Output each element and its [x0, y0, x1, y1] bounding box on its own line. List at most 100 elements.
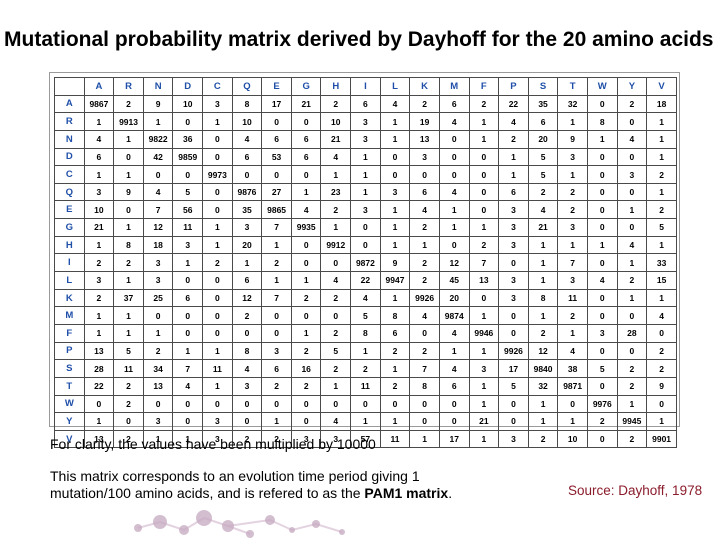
row-header-M: M [54, 306, 85, 325]
matrix-cell: 0 [202, 323, 233, 343]
matrix-cell: 20 [231, 235, 263, 255]
matrix-cell: 1 [527, 253, 559, 273]
matrix-row-M: M 1 1 0 0 0 2 0 0 0 5 8 4 9874 1 0 1 2 0 0 4 [54, 306, 677, 325]
matrix-cell: 9926 [409, 288, 440, 308]
matrix-cell: 6 [438, 94, 470, 114]
matrix-cell: 18 [646, 94, 677, 114]
row-header-C: C [54, 165, 85, 184]
matrix-cell: 1 [142, 429, 174, 449]
matrix-cell: 0 [142, 165, 174, 184]
matrix-cell: 0 [616, 182, 648, 202]
row-header-H: H [54, 235, 85, 255]
matrix-cell: 6 [231, 271, 263, 290]
matrix-cell: 22 [498, 94, 529, 114]
matrix-cell: 4 [320, 271, 352, 290]
matrix-cell: 3 [172, 235, 204, 255]
row-header-R: R [54, 112, 85, 131]
source-citation: Source: Dayhoff, 1978 [568, 483, 703, 498]
matrix-cell: 0 [290, 165, 322, 184]
matrix-cell: 0 [586, 376, 618, 396]
matrix-cell: 13 [83, 341, 115, 361]
matrix-cell: 1 [350, 147, 381, 167]
matrix-cell: 1 [379, 412, 411, 431]
matrix-cell: 0 [586, 147, 618, 167]
matrix-cell: 12 [142, 218, 174, 237]
matrix-row-W: W 0 2 0 0 0 0 0 0 0 0 0 0 0 1 0 1 0 9976 1 0 [54, 394, 677, 414]
matrix-cell: 0 [172, 394, 204, 414]
matrix-cell: 12 [231, 288, 263, 308]
matrix-cell: 0 [586, 341, 618, 361]
matrix-cell: 13 [83, 429, 115, 449]
matrix-cell: 2 [113, 94, 144, 114]
matrix-cell: 3 [468, 359, 500, 378]
matrix-cell: 3 [557, 271, 588, 290]
matrix-cell: 4 [142, 182, 174, 202]
matrix-cell: 1 [202, 218, 233, 237]
column-header-S: S [527, 77, 559, 96]
row-header-L: L [54, 271, 85, 290]
matrix-cell: 1 [557, 412, 588, 431]
matrix-cell: 0 [646, 394, 677, 414]
matrix-cell: 17 [498, 359, 529, 378]
matrix-cell: 1 [616, 288, 648, 308]
matrix-cell: 0 [231, 412, 263, 431]
column-header-N: N [142, 77, 174, 96]
matrix-cell: 1 [468, 218, 500, 237]
column-header-P: P [498, 77, 529, 96]
matrix-cell: 3 [409, 147, 440, 167]
matrix-cell: 0 [646, 323, 677, 343]
matrix-cell: 35 [527, 94, 559, 114]
matrix-cell: 3 [350, 200, 381, 220]
matrix-cell: 1 [527, 412, 559, 431]
matrix-cell: 8 [113, 235, 144, 255]
slide-title: Mutational probability matrix derived by… [4, 28, 714, 51]
row-header-W: W [54, 394, 85, 414]
matrix-cell: 10 [557, 429, 588, 449]
row-header-P: P [54, 341, 85, 361]
matrix-row-Q: Q 3 9 4 5 0 9876 27 1 23 1 3 6 4 0 6 2 2 0 0 1 [54, 182, 677, 202]
matrix-cell: 1 [438, 341, 470, 361]
matrix-cell: 20 [527, 129, 559, 149]
matrix-cell: 2 [527, 182, 559, 202]
matrix-cell: 13 [468, 271, 500, 290]
matrix-cell: 3 [142, 412, 174, 431]
matrix-cell: 1 [468, 394, 500, 414]
matrix-cell: 0 [202, 288, 233, 308]
matrix-cell: 9865 [261, 200, 292, 220]
matrix-cell: 9926 [498, 341, 529, 361]
matrix-cell: 1 [557, 165, 588, 184]
matrix-cell: 2 [468, 94, 500, 114]
description-line-1: This matrix corresponds to an evolution … [50, 468, 420, 484]
column-header-I: I [350, 77, 381, 96]
matrix-cell: 0 [409, 165, 440, 184]
matrix-cell: 8 [586, 112, 618, 131]
matrix-cell: 2 [616, 376, 648, 396]
column-header-W: W [586, 77, 618, 96]
matrix-cell: 0 [172, 323, 204, 343]
column-header-T: T [557, 77, 588, 96]
matrix-cell: 2 [142, 341, 174, 361]
matrix-cell: 0 [290, 412, 322, 431]
row-header-K: K [54, 288, 85, 308]
matrix-cell: 4 [409, 306, 440, 325]
matrix-cell: 0 [202, 306, 233, 325]
matrix-cell: 17 [261, 94, 292, 114]
matrix-cell: 4 [320, 147, 352, 167]
matrix-cell: 2 [646, 165, 677, 184]
matrix-cell: 0 [438, 165, 470, 184]
matrix-cell: 11 [113, 359, 144, 378]
matrix-cell: 2 [616, 271, 648, 290]
matrix-cell: 1 [83, 235, 115, 255]
matrix-cell: 1 [231, 253, 263, 273]
matrix-cell: 2 [350, 359, 381, 378]
matrix-cell: 9 [379, 253, 411, 273]
matrix-cell: 1 [113, 323, 144, 343]
matrix-cell: 1 [350, 165, 381, 184]
matrix-cell: 1 [586, 235, 618, 255]
matrix-cell: 9859 [172, 147, 204, 167]
matrix-cell: 1 [468, 112, 500, 131]
matrix-cell: 0 [290, 394, 322, 414]
column-header-D: D [172, 77, 204, 96]
matrix-cell: 0 [409, 412, 440, 431]
matrix-cell: 5 [646, 218, 677, 237]
